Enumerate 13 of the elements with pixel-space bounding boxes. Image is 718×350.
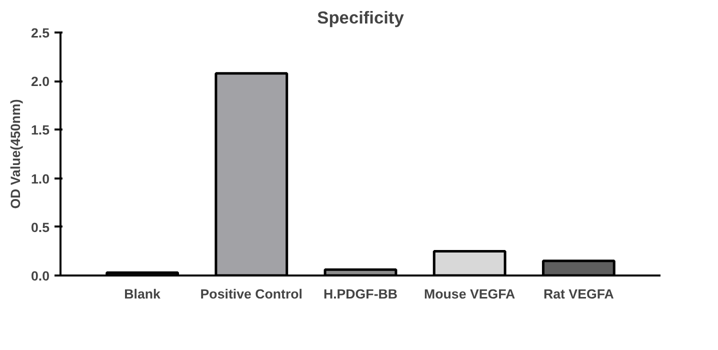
x-tick-label: Rat VEGFA — [544, 286, 614, 302]
chart-title: Specificity — [317, 8, 404, 28]
x-tick-label: H.PDGF-BB — [323, 286, 398, 302]
y-tick-label: 2.5 — [30, 26, 50, 40]
y-tick-label: 1.0 — [30, 171, 50, 186]
x-tick-label: Blank — [124, 286, 162, 302]
y-axis-title: OD Value(450nm) — [8, 99, 23, 209]
y-tick-label: 0.0 — [30, 268, 50, 284]
y-tick-label: 1.5 — [30, 122, 50, 138]
y-tick-label: 0.5 — [30, 220, 50, 235]
x-tick-label: Positive Control — [200, 286, 303, 302]
x-tick-label: Mouse VEGFA — [424, 286, 516, 302]
y-tick-label: 2.0 — [30, 74, 50, 90]
